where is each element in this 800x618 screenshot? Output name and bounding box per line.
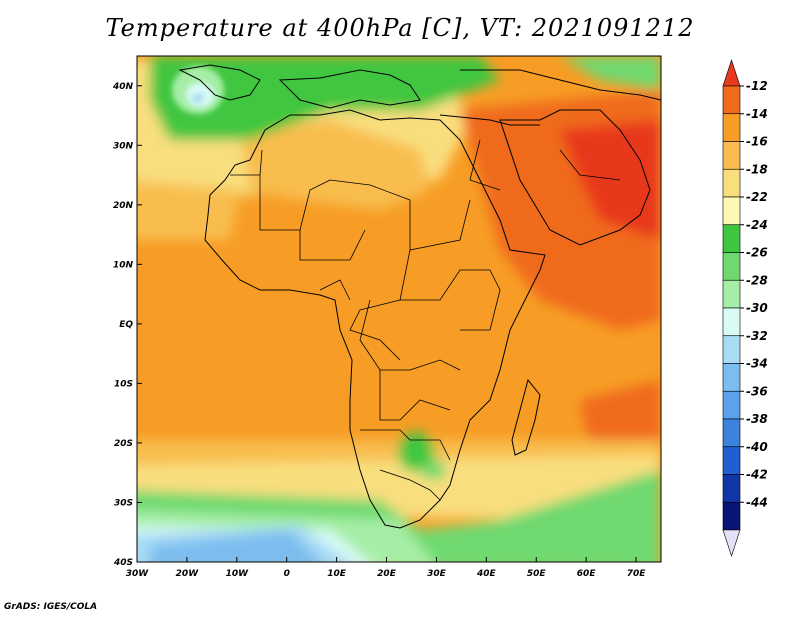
latitude-axis: 40N 30N 20N 10N EQ 10S 20S 30S 40S <box>112 82 142 568</box>
colorbar-label: -34 <box>746 357 768 371</box>
colorbar-swatch <box>722 85 741 115</box>
lon-tick-label: 70E <box>627 569 647 579</box>
lon-tick-label: 60E <box>577 569 597 579</box>
colorbar-swatch <box>722 196 741 226</box>
grads-credit: GrADS: IGES/COLA <box>4 602 98 612</box>
colorbar-swatch <box>722 224 741 253</box>
colorbar-swatch <box>722 363 741 392</box>
lat-tick-label: EQ <box>119 320 133 330</box>
lon-tick-label: 40E <box>476 569 497 579</box>
colorbar-label: -24 <box>746 218 768 232</box>
colorbar-swatch <box>722 141 741 170</box>
lon-tick-label: 10E <box>327 569 347 579</box>
colorbar-swatch <box>722 252 741 281</box>
colorbar-label: -38 <box>746 412 768 426</box>
lon-tick-label: 30E <box>427 569 447 579</box>
lon-tick-label: 20E <box>377 569 397 579</box>
colorbar-label: -14 <box>746 107 768 121</box>
colorbar-bottom-triangle <box>722 529 741 557</box>
lat-tick-label: 20S <box>114 439 133 449</box>
lon-tick-label: 50E <box>527 569 547 579</box>
colorbar: -12 -14 -16 -18 -22 -24 -26 -28 -30 -32 -34 -36 -38 -… <box>722 59 768 557</box>
colorbar-swatch <box>722 307 741 337</box>
colorbar-label: -12 <box>746 79 768 93</box>
lon-tick-label: 0 <box>284 569 290 579</box>
colorbar-swatch <box>722 474 741 503</box>
colorbar-label: -42 <box>746 468 768 482</box>
colorbar-label: -26 <box>746 246 768 260</box>
colorbar-label: -18 <box>746 162 768 176</box>
lat-tick-label: 20N <box>113 201 134 211</box>
lat-tick-label: 10N <box>113 260 134 270</box>
lon-tick-label: 10W <box>226 569 250 579</box>
colorbar-swatch <box>722 418 741 448</box>
lat-tick-label: 40S <box>113 558 133 568</box>
lat-tick-label: 40N <box>112 82 134 92</box>
colorbar-swatch <box>722 501 741 531</box>
colorbar-swatch <box>722 390 741 420</box>
colorbar-swatch <box>722 279 741 309</box>
colorbar-label: -22 <box>746 190 768 204</box>
temperature-field <box>137 56 661 562</box>
colorbar-swatch <box>722 446 741 475</box>
colorbar-label: -36 <box>746 384 768 398</box>
colorbar-label: -28 <box>746 273 768 287</box>
colorbar-swatch <box>722 113 741 142</box>
colorbar-label: -40 <box>746 440 768 454</box>
lat-tick-label: 30S <box>114 498 133 508</box>
chart-title: Temperature at 400hPa [C], VT: 202109121… <box>105 14 695 42</box>
lat-tick-label: 10S <box>114 379 133 389</box>
colorbar-top-triangle <box>722 59 741 87</box>
country-borders <box>230 139 621 501</box>
lon-tick-label: 20W <box>176 569 200 579</box>
lon-tick-label: 30W <box>126 569 150 579</box>
colorbar-label: -32 <box>746 329 768 343</box>
colorbar-swatch <box>722 168 741 198</box>
plot-frame <box>136 55 662 563</box>
colorbar-label: -16 <box>746 135 768 149</box>
colorbar-swatch <box>722 335 741 364</box>
longitude-axis: 30W 20W 10W 0 10E 20E 30E 40E 50E 60E 70E <box>126 557 646 579</box>
colorbar-label: -44 <box>746 495 768 509</box>
colorbar-label: -30 <box>746 301 768 315</box>
lat-tick-label: 30N <box>113 141 134 151</box>
